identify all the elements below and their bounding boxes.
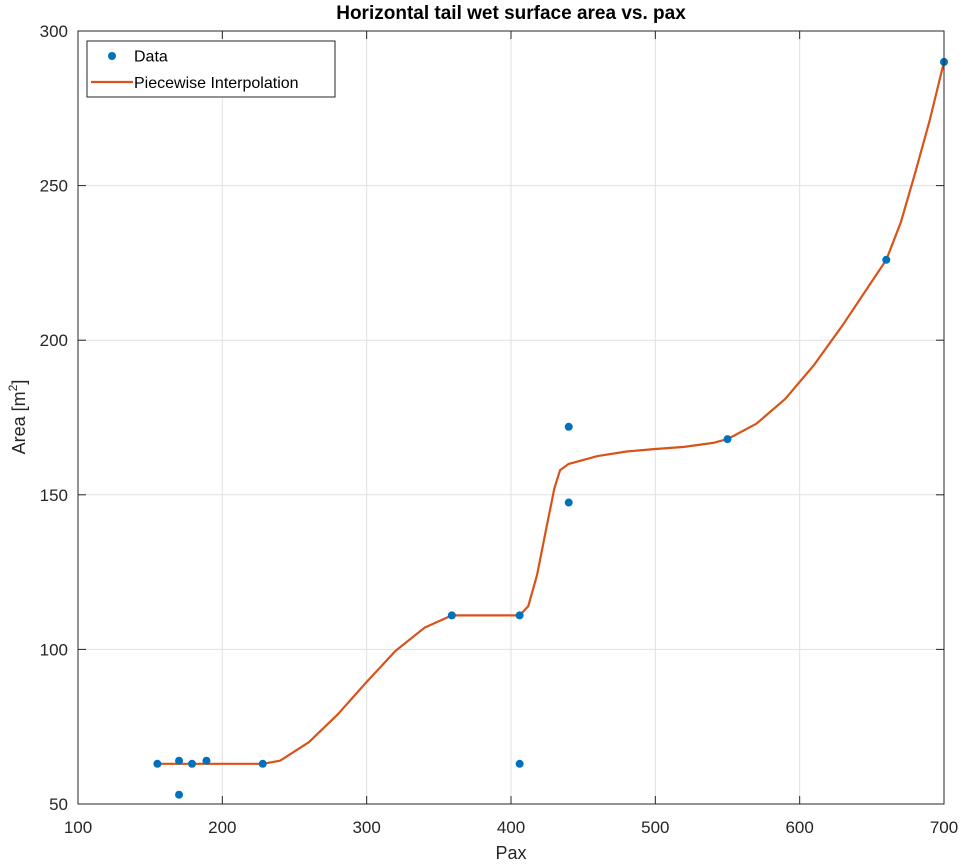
x-tick-label: 600 <box>785 818 813 837</box>
data-point <box>202 756 211 765</box>
data-point <box>188 759 197 768</box>
y-tick-label: 50 <box>49 795 68 814</box>
y-axis-label: Area [m2] <box>6 380 29 455</box>
tick-labels: 100 200 300 400 500 600 700 50 100 150 200 250 300 <box>40 22 959 837</box>
y-tick-label: 200 <box>40 331 68 350</box>
x-tick-label: 700 <box>930 818 958 837</box>
data-point <box>723 435 732 444</box>
x-axis-label: Pax <box>495 843 526 863</box>
ticks <box>77 30 945 805</box>
data-point <box>447 611 456 620</box>
data-point <box>564 498 573 507</box>
data-point <box>258 759 267 768</box>
data-point <box>515 611 524 620</box>
data-point <box>175 790 184 799</box>
series-markers-group <box>153 57 948 799</box>
legend: Data Piecewise Interpolation <box>86 40 336 98</box>
legend-label-data: Data <box>134 49 168 66</box>
data-point <box>515 759 524 768</box>
data-point <box>564 422 573 431</box>
interpolation-line <box>156 60 946 765</box>
y-tick-label: 300 <box>40 22 68 41</box>
y-tick-label: 250 <box>40 177 68 196</box>
x-tick-label: 300 <box>352 818 380 837</box>
series-line-group <box>156 60 946 765</box>
legend-entry-interpolation: Piecewise Interpolation <box>91 75 299 92</box>
y-tick-label: 100 <box>40 640 68 659</box>
legend-label-interpolation: Piecewise Interpolation <box>134 75 299 92</box>
x-tick-label: 400 <box>497 818 525 837</box>
legend-entry-data: Data <box>108 49 168 66</box>
legend-marker-data <box>108 52 116 60</box>
y-tick-label: 150 <box>40 486 68 505</box>
x-tick-label: 500 <box>641 818 669 837</box>
y-axis-label-superscript: 2 <box>6 384 20 391</box>
x-tick-label: 100 <box>64 818 92 837</box>
y-axis-label-text: Area [m <box>9 391 29 454</box>
data-point <box>153 759 162 768</box>
legend-box <box>86 40 336 98</box>
chart-title: Horizontal tail wet surface area vs. pax <box>336 3 686 24</box>
y-axis-label-close: ] <box>9 380 29 385</box>
data-point <box>175 756 184 765</box>
x-tick-label: 200 <box>208 818 236 837</box>
data-point <box>882 255 891 264</box>
